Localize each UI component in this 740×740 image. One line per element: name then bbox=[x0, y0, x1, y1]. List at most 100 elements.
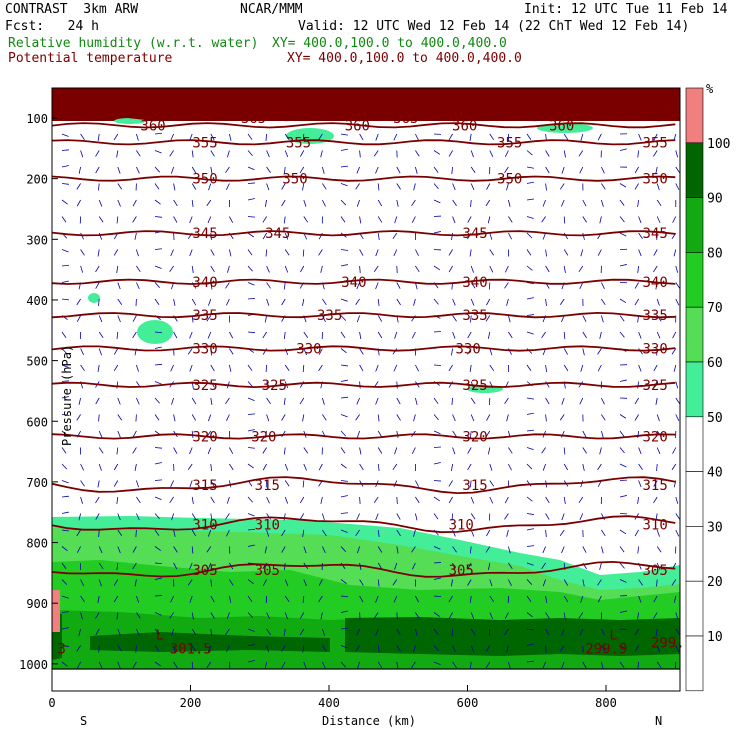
wind-barb bbox=[637, 199, 639, 207]
wind-barb bbox=[508, 199, 511, 207]
wind-barb bbox=[207, 447, 212, 455]
wind-barb bbox=[653, 480, 658, 487]
wind-barb bbox=[98, 216, 104, 223]
wind-barb bbox=[637, 430, 639, 438]
wind-barb bbox=[526, 412, 534, 415]
wind-barb bbox=[675, 265, 679, 273]
wind-barb bbox=[504, 397, 509, 405]
wind-barb bbox=[619, 183, 627, 188]
wind-barb bbox=[359, 249, 364, 256]
wind-barb bbox=[375, 595, 379, 603]
wind-barb bbox=[486, 298, 491, 306]
wind-barb bbox=[504, 496, 509, 504]
wind-barb bbox=[489, 496, 494, 504]
wind-barb bbox=[655, 166, 658, 174]
wind-barb bbox=[619, 216, 625, 223]
wind-barb bbox=[154, 265, 162, 269]
wind-barb bbox=[80, 348, 84, 355]
wind-barb bbox=[80, 612, 83, 620]
wind-barb bbox=[433, 430, 441, 435]
wind-barb bbox=[452, 315, 457, 322]
wind-barb bbox=[448, 595, 453, 603]
wind-barb bbox=[61, 546, 68, 552]
wind-barb bbox=[433, 183, 439, 190]
wind-barb bbox=[95, 612, 100, 619]
wind-barb bbox=[340, 298, 348, 302]
wind-barb bbox=[413, 298, 416, 306]
rh-patch-50-60 bbox=[88, 293, 100, 303]
wind-barb bbox=[340, 414, 348, 418]
wind-barb bbox=[225, 397, 230, 405]
wind-barb bbox=[433, 645, 439, 652]
wind-barb bbox=[210, 150, 215, 157]
theta-label: 315 bbox=[642, 478, 667, 494]
wind-barb bbox=[266, 513, 271, 520]
wind-barb bbox=[451, 513, 453, 521]
wind-barb bbox=[113, 133, 119, 141]
wind-barb bbox=[508, 463, 512, 471]
wind-barb bbox=[322, 298, 327, 306]
wind-barb bbox=[637, 265, 639, 273]
wind-barb bbox=[226, 265, 230, 273]
wind-barb bbox=[545, 529, 547, 538]
wind-barb bbox=[542, 232, 546, 240]
wind-barb bbox=[247, 249, 253, 256]
y-axis-label: Pressure (hPa) bbox=[60, 345, 74, 446]
wind-barb bbox=[377, 529, 380, 537]
wind-barb bbox=[191, 265, 194, 273]
wind-barb bbox=[247, 397, 255, 401]
wind-barb bbox=[653, 133, 658, 141]
wind-barb bbox=[173, 183, 176, 191]
wind-barb bbox=[601, 430, 604, 438]
y-tick-label: 100 bbox=[26, 112, 48, 126]
wind-barb bbox=[486, 529, 491, 537]
wind-barb bbox=[396, 430, 399, 438]
wind-barb bbox=[171, 628, 174, 636]
wind-barb bbox=[136, 249, 139, 257]
wind-barb bbox=[377, 546, 383, 553]
wind-barb bbox=[504, 150, 509, 157]
wind-barb bbox=[393, 480, 398, 488]
wind-barb bbox=[264, 661, 267, 669]
wind-barb bbox=[322, 546, 326, 554]
wind-barb bbox=[563, 612, 566, 620]
plot-frame bbox=[51, 87, 681, 692]
wind-barb bbox=[340, 610, 348, 613]
wind-barb bbox=[191, 199, 194, 207]
wind-barb bbox=[117, 282, 121, 290]
wind-barb bbox=[448, 249, 453, 256]
wind-barb bbox=[171, 166, 174, 174]
wind-barb bbox=[76, 315, 81, 322]
y-tick-label: 500 bbox=[26, 355, 48, 369]
wind-barb bbox=[302, 480, 305, 488]
wind-barb bbox=[170, 364, 174, 372]
wind-barb bbox=[61, 331, 67, 338]
wind-barb bbox=[132, 315, 137, 322]
wind-barb bbox=[433, 562, 442, 564]
wind-barb bbox=[582, 546, 587, 553]
wind-barb bbox=[411, 546, 416, 553]
wind-barb bbox=[559, 414, 565, 421]
wind-barb bbox=[340, 529, 348, 533]
wind-barb bbox=[247, 660, 255, 663]
wind-barb bbox=[113, 364, 119, 372]
wind-barb bbox=[506, 645, 509, 653]
wind-barb bbox=[189, 562, 193, 570]
wind-barb bbox=[377, 414, 380, 422]
wind-barb bbox=[302, 595, 305, 604]
wind-barb bbox=[320, 496, 323, 504]
wind-barb bbox=[359, 381, 361, 389]
wind-barb bbox=[266, 496, 270, 504]
wind-barb bbox=[113, 579, 119, 586]
wind-barb bbox=[359, 496, 361, 505]
wind-barb bbox=[173, 529, 176, 537]
wind-barb bbox=[638, 232, 643, 240]
wind-barb bbox=[98, 447, 104, 454]
wind-barb bbox=[265, 133, 267, 142]
wind-barb bbox=[582, 348, 585, 356]
wind-barb bbox=[136, 166, 140, 174]
wind-barb bbox=[634, 414, 639, 421]
field2-name: Potential temperature bbox=[8, 51, 173, 66]
colorbar-segment bbox=[685, 197, 704, 253]
wind-barb bbox=[396, 529, 401, 537]
